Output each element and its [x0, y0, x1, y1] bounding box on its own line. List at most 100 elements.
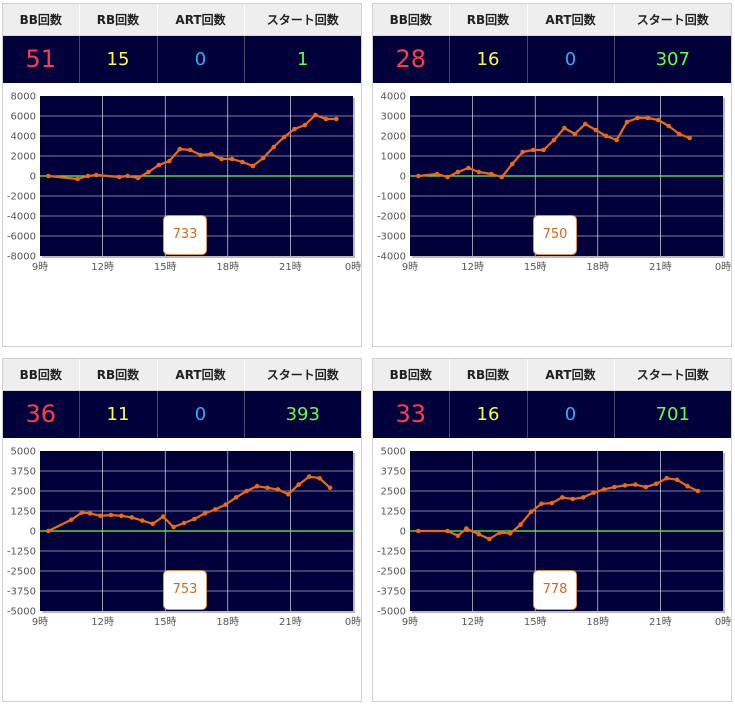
x-tick-label: 12時	[91, 261, 114, 273]
x-tick-label: 15時	[524, 616, 547, 628]
x-tick-label: 0時	[345, 616, 361, 628]
y-tick-label: 1250	[11, 507, 36, 518]
data-point	[601, 487, 607, 492]
data-point	[624, 119, 630, 125]
data-panel-3: BB回数 RB回数 ART回数 スタート回数 36 11 0 393 5000 3…	[2, 358, 362, 702]
y-tick-label: 8000	[11, 92, 36, 103]
data-point	[549, 500, 555, 506]
data-point	[666, 123, 672, 129]
graph-button[interactable]: 753	[163, 570, 207, 610]
data-point	[327, 485, 333, 491]
data-point	[150, 521, 155, 527]
graph-button[interactable]: 750	[533, 215, 577, 255]
graph-button[interactable]: 778	[533, 570, 577, 610]
data-point	[572, 131, 578, 137]
data-point	[656, 117, 661, 123]
y-tick-label: -3750	[377, 587, 406, 598]
y-tick-label: -8000	[7, 252, 36, 263]
data-point	[129, 515, 135, 520]
start-count: 1	[244, 35, 361, 83]
y-tick-label: 3000	[381, 112, 406, 123]
data-point	[562, 125, 567, 131]
data-point	[192, 516, 197, 522]
y-tick-label: 0	[30, 527, 36, 538]
y-tick-label: 0	[400, 172, 406, 183]
graph-button[interactable]: 733	[163, 215, 207, 255]
data-point	[539, 501, 544, 507]
rb-header: RB回数	[79, 4, 158, 36]
rb-header: RB回数	[449, 359, 528, 391]
data-point	[593, 127, 599, 133]
x-tick-label: 9時	[402, 261, 418, 273]
y-tick-label: 5000	[381, 447, 406, 458]
stats-table: BB回数 RB回数 ART回数 スタート回数 51 15 0 1	[3, 4, 361, 83]
data-point	[271, 144, 277, 150]
y-tick-label: -5000	[377, 607, 406, 618]
data-point	[476, 169, 482, 175]
data-point	[635, 115, 640, 121]
data-point	[434, 171, 440, 177]
data-point	[455, 533, 461, 539]
data-point	[108, 512, 114, 518]
data-point	[317, 475, 322, 481]
art-header: ART回数	[527, 359, 615, 391]
art-header: ART回数	[527, 4, 615, 36]
data-point	[622, 483, 628, 488]
y-tick-label: -1250	[7, 547, 36, 558]
x-tick-label: 9時	[402, 616, 418, 628]
rb-header: RB回数	[449, 4, 528, 36]
y-tick-label: -2000	[377, 212, 406, 223]
data-point	[643, 484, 649, 490]
art-count: 0	[527, 35, 615, 83]
y-tick-label: -3750	[7, 587, 36, 598]
x-tick-label: 0時	[715, 616, 731, 628]
y-tick-label: 1000	[381, 152, 406, 163]
x-tick-label: 15時	[154, 616, 177, 628]
data-point	[486, 536, 492, 542]
x-tick-label: 21時	[649, 616, 672, 628]
x-tick-label: 18時	[216, 261, 239, 273]
data-point	[160, 514, 166, 519]
data-point	[476, 531, 482, 537]
data-point	[445, 174, 450, 180]
bb-header: BB回数	[373, 4, 450, 36]
data-panel-2: BB回数 RB回数 ART回数 スタート回数 28 16 0 307 4000 3…	[372, 3, 732, 347]
data-point	[633, 482, 638, 487]
data-point	[296, 482, 302, 487]
data-point	[87, 511, 93, 516]
data-point	[591, 490, 596, 495]
bb-header: BB回数	[3, 359, 80, 391]
art-header: ART回数	[157, 359, 245, 391]
bb-count: 51	[3, 35, 80, 83]
data-point	[612, 484, 617, 490]
y-tick-label: -2500	[377, 567, 406, 578]
data-point	[664, 475, 669, 481]
data-point	[223, 502, 229, 507]
data-point	[244, 488, 249, 494]
data-point	[466, 165, 471, 171]
data-point	[139, 518, 145, 523]
y-tick-label: 4000	[11, 132, 36, 143]
x-tick-label: 9時	[32, 616, 48, 628]
data-point	[313, 112, 318, 118]
data-point	[302, 122, 308, 128]
y-tick-label: -3000	[377, 232, 406, 243]
stats-table: BB回数 RB回数 ART回数 スタート回数 33 16 0 701	[373, 359, 731, 438]
x-tick-label: 18時	[216, 616, 239, 628]
y-tick-label: 6000	[11, 112, 36, 123]
data-point	[292, 126, 297, 132]
bb-count: 28	[373, 35, 450, 83]
data-point	[240, 159, 245, 165]
art-count: 0	[157, 35, 245, 83]
x-tick-label: 9時	[32, 261, 48, 273]
data-point	[507, 531, 513, 536]
data-panel-1: BB回数 RB回数 ART回数 スタート回数 51 15 0 1 8000 600…	[2, 3, 362, 347]
x-tick-label: 12時	[461, 261, 484, 273]
x-tick-label: 18時	[586, 261, 609, 273]
data-point	[653, 481, 659, 487]
data-point	[499, 174, 505, 180]
stats-table: BB回数 RB回数 ART回数 スタート回数 36 11 0 393	[3, 359, 361, 438]
y-tick-label: -4000	[7, 212, 36, 223]
